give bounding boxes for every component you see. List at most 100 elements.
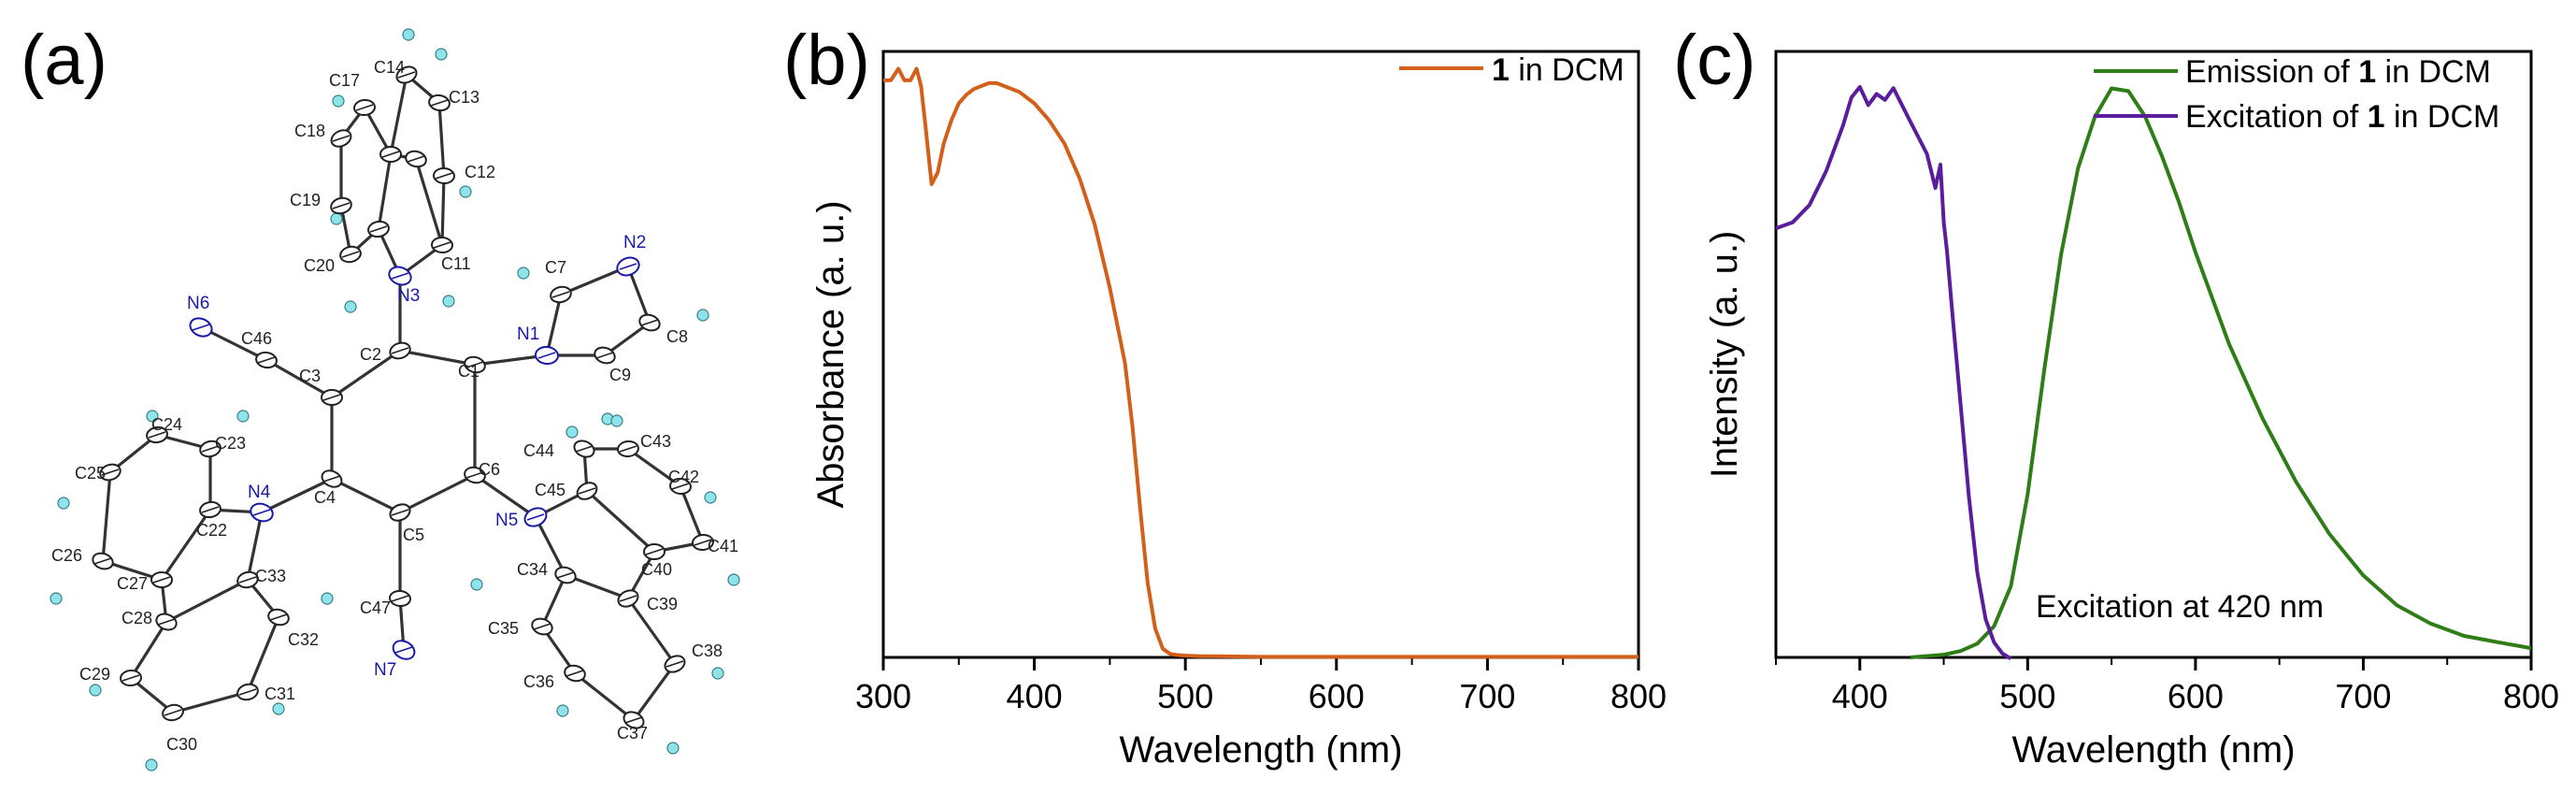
hydrogen-atom — [435, 48, 448, 61]
hydrogen-atom — [459, 185, 472, 198]
molecule-hydrogens — [50, 28, 740, 771]
atom-label-C2: C2 — [360, 345, 381, 364]
panel-c-x-axis: 400 500 600 700 800 — [1775, 657, 2559, 715]
atom-label-C1: C1 — [458, 362, 479, 381]
bond-C21-C16 — [377, 153, 393, 230]
bond-C35-C34 — [540, 574, 567, 627]
atom-label-C4: C4 — [314, 488, 336, 507]
atom-axis-C23 — [201, 445, 220, 453]
x-tick-label-400: 400 — [1832, 677, 1888, 715]
atom-axis-C35 — [533, 623, 551, 630]
atom-axis-C27 — [152, 576, 171, 584]
hydrogen-atom — [332, 94, 345, 108]
atom-axis-N4 — [252, 509, 271, 516]
atom-label-C34: C34 — [517, 560, 548, 579]
bond-N2-C8 — [626, 266, 651, 324]
atom-label-C22: C22 — [196, 521, 227, 540]
atom-axis-C37 — [624, 716, 643, 724]
panel-b-frame — [881, 50, 1640, 659]
panel-a-label: (a) — [21, 21, 107, 100]
legend-label-excitation: Excitation of 1 in DCM — [2185, 99, 2499, 135]
atom-axis-C20 — [341, 251, 360, 258]
bond-C4-N4 — [261, 477, 333, 514]
bond-C40-C45 — [585, 489, 656, 554]
bond-C33-C28 — [165, 578, 249, 624]
atom-axis-C24 — [148, 431, 166, 439]
atom-label-C23: C23 — [215, 434, 246, 453]
atom-label-N1: N1 — [517, 324, 539, 344]
atom-axis-C40 — [645, 548, 664, 555]
atom-label-N4: N4 — [248, 483, 271, 502]
atom-label-C12: C12 — [465, 163, 495, 181]
atom-axis-C1 — [465, 361, 484, 368]
panel-c: (c) 400 500 600 700 800 Emission of 1 in DCM… — [1673, 21, 2559, 771]
atom-label-C41: C41 — [708, 537, 738, 555]
bond-C46-N6 — [200, 325, 267, 362]
atom-axis-N1 — [537, 352, 556, 359]
bond-C15-C11 — [414, 158, 444, 246]
legend-label-absorbance: 1 in DCM — [1492, 52, 1624, 88]
panel-b-legend: 1 in DCM — [1399, 52, 1624, 88]
bond-C3-C46 — [265, 358, 333, 399]
atom-label-C24: C24 — [151, 415, 182, 434]
bond-C7-N2 — [560, 265, 629, 296]
atom-axis-C31 — [238, 688, 257, 696]
x-tick-label-700: 700 — [1459, 677, 1515, 715]
x-tick-label-500: 500 — [1999, 677, 2055, 715]
hydrogen-atom — [146, 410, 159, 423]
atom-label-N3: N3 — [397, 286, 420, 306]
panel-b: (b) 300 400 500 600 700 800 1 in DCM Waveleng… — [783, 21, 1667, 771]
molecule-atoms — [92, 65, 714, 729]
atom-label-C11: C11 — [441, 254, 471, 273]
atom-axis-C43 — [619, 445, 637, 453]
atom-axis-N6 — [192, 324, 210, 331]
atom-axis-C28 — [157, 618, 176, 626]
atom-label-C45: C45 — [535, 481, 565, 499]
hydrogen-atom — [236, 410, 250, 423]
x-tick-label-500: 500 — [1157, 677, 1213, 715]
atom-axis-C33 — [238, 576, 257, 584]
bond-C4-C5 — [331, 477, 401, 514]
x-tick-label-700: 700 — [2335, 677, 2391, 715]
hydrogen-atom — [711, 667, 724, 680]
atom-label-N6: N6 — [187, 294, 209, 313]
atom-label-C44: C44 — [523, 441, 554, 460]
hydrogen-atom — [50, 592, 63, 605]
atom-label-C18: C18 — [294, 122, 325, 140]
atom-label-C5: C5 — [403, 526, 424, 544]
panel-c-ylabel: Intensity (a. u.) — [1704, 231, 1745, 479]
atom-axis-C4 — [322, 475, 341, 483]
atom-axis-N5 — [526, 513, 545, 521]
atom-label-C27: C27 — [117, 574, 148, 593]
hydrogen-atom — [565, 425, 579, 439]
panel-b-ylabel: Absorbance (a. u.) — [810, 200, 852, 508]
molecule-labels: C1 C2 C3 C4 C5 C6 N1 C7 N2 C8 C9 N3 C11 C12 C13 C14 C17 C… — [51, 58, 738, 754]
bond-C38-C37 — [632, 663, 677, 721]
atom-axis-C42 — [671, 483, 690, 490]
x-tick-label-800: 800 — [1610, 677, 1667, 715]
bond-C6-N5 — [474, 473, 537, 519]
atom-label-C46: C46 — [241, 329, 272, 348]
hydrogen-atom — [727, 573, 740, 586]
atom-label-C43: C43 — [640, 432, 671, 451]
atom-axis-C15 — [407, 155, 425, 163]
legend-label-emission: Emission of 1 in DCM — [2185, 54, 2491, 90]
atom-axis-C13 — [430, 99, 449, 107]
hydrogen-atom — [402, 28, 415, 41]
atom-axis-C46 — [257, 356, 276, 364]
atom-axis-C8 — [640, 319, 659, 326]
atom-axis-C7 — [551, 291, 570, 298]
atom-axis-C47 — [391, 595, 409, 602]
atom-axis-C44 — [575, 445, 594, 453]
atom-label-C31: C31 — [265, 685, 295, 703]
atom-axis-N2 — [619, 263, 637, 270]
atom-label-C37: C37 — [617, 724, 648, 743]
atom-axis-C25 — [101, 469, 120, 476]
atom-axis-C18 — [332, 135, 351, 142]
x-tick-label-600: 600 — [2168, 677, 2224, 715]
atom-axis-C26 — [93, 557, 112, 565]
atom-label-C17: C17 — [329, 71, 360, 90]
hydrogen-atom — [470, 578, 483, 591]
atom-axis-N7 — [394, 646, 413, 654]
hydrogen-atom — [89, 684, 102, 697]
